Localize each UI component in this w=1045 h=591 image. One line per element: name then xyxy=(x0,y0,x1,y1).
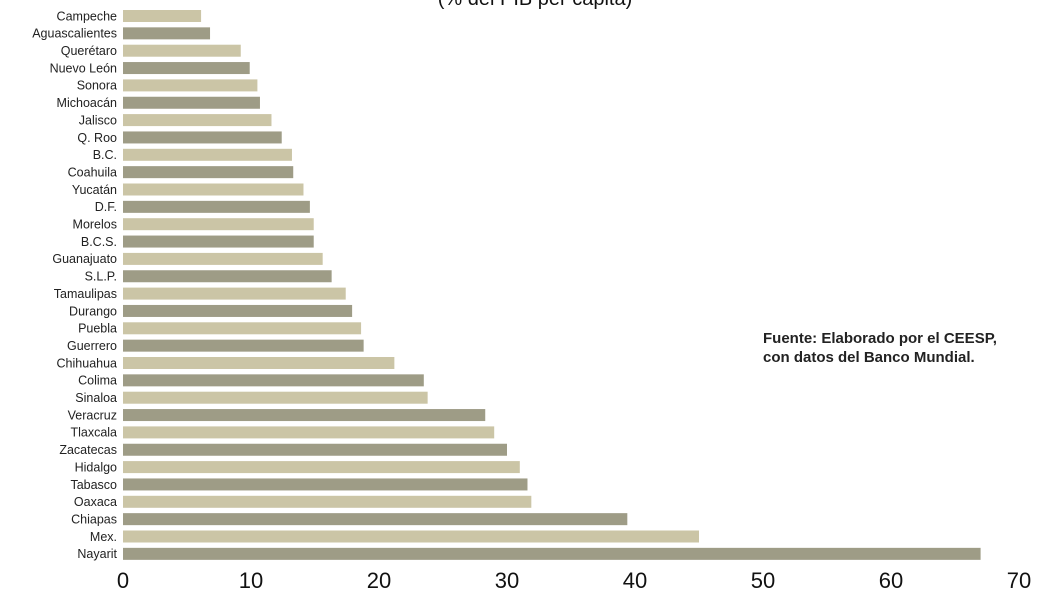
bar-campeche xyxy=(123,10,202,22)
bar-aguascalientes xyxy=(123,27,211,40)
bar-coahuila xyxy=(123,166,294,179)
bar-morelos xyxy=(123,218,314,231)
category-label: Guerrero xyxy=(67,339,117,353)
category-label: Durango xyxy=(69,304,117,318)
category-label: Tlaxcala xyxy=(70,426,117,440)
x-tick-label: 50 xyxy=(751,568,775,591)
bar-tamaulipas xyxy=(123,287,346,300)
bar-chiapas xyxy=(123,513,628,526)
category-label: Puebla xyxy=(78,322,117,336)
bar-veracruz xyxy=(123,409,486,422)
bar-sinaloa xyxy=(123,391,428,404)
source-line-2: con datos del Banco Mundial. xyxy=(763,349,975,366)
category-label: S.L.P. xyxy=(85,270,117,284)
bar-jalisco xyxy=(123,114,272,127)
source-note: Fuente: Elaborado por el CEESP, con dato… xyxy=(763,329,997,367)
category-label: Tamaulipas xyxy=(54,287,117,301)
category-label: Querétaro xyxy=(61,44,117,58)
bar-s-l-p xyxy=(123,270,332,283)
x-tick-label: 70 xyxy=(1007,568,1031,591)
bar-d-f xyxy=(123,200,310,213)
category-label: Aguascalientes xyxy=(32,27,117,41)
x-tick-label: 20 xyxy=(367,568,391,591)
category-label: Sonora xyxy=(77,79,117,93)
bar-oaxaca xyxy=(123,495,532,508)
category-label: Chihuahua xyxy=(57,356,118,370)
category-label: Campeche xyxy=(57,9,117,23)
category-label: Guanajuato xyxy=(52,252,117,266)
bar-nuevo-le-n xyxy=(123,62,250,75)
x-tick-label: 0 xyxy=(117,568,129,591)
category-label: D.F. xyxy=(95,200,117,214)
category-label: Chiapas xyxy=(71,512,117,526)
bar-tlaxcala xyxy=(123,426,495,439)
category-label: Colima xyxy=(78,374,117,388)
bar-durango xyxy=(123,304,353,317)
x-tick-label: 60 xyxy=(879,568,903,591)
x-tick-label: 40 xyxy=(623,568,647,591)
bar-zacatecas xyxy=(123,443,507,456)
category-label: Tabasco xyxy=(70,478,117,492)
category-label: Oaxaca xyxy=(74,495,117,509)
bar-tabasco xyxy=(123,478,528,491)
bar-b-c-s xyxy=(123,235,314,248)
bar-yucat-n xyxy=(123,183,304,196)
x-tick-label: 10 xyxy=(239,568,263,591)
bar-puebla xyxy=(123,322,362,335)
category-label: Nuevo León xyxy=(50,61,117,75)
category-label: Michoacán xyxy=(57,96,117,110)
category-label: Morelos xyxy=(73,218,117,232)
bar-chihuahua xyxy=(123,357,395,369)
category-label: Zacatecas xyxy=(59,443,117,457)
bar-sonora xyxy=(123,79,258,92)
category-label: Nayarit xyxy=(77,547,117,561)
bar-hidalgo xyxy=(123,461,520,474)
x-tick-label: 30 xyxy=(495,568,519,591)
category-label: Jalisco xyxy=(79,113,117,127)
chart-title: (% del PIB per cápita) xyxy=(380,0,690,11)
category-label: B.C. xyxy=(93,148,117,162)
category-label: B.C.S. xyxy=(81,235,117,249)
category-label: Yucatán xyxy=(72,183,117,197)
bar-nayarit xyxy=(123,547,981,560)
category-label: Mex. xyxy=(90,530,117,544)
bar-michoac-n xyxy=(123,96,260,109)
bar-quer-taro xyxy=(123,44,241,57)
bar-q-roo xyxy=(123,131,282,144)
category-label: Sinaloa xyxy=(75,391,117,405)
bar-guanajuato xyxy=(123,252,323,265)
category-label: Q. Roo xyxy=(77,131,117,145)
category-label: Hidalgo xyxy=(75,460,117,474)
category-label: Veracruz xyxy=(68,408,117,422)
bar-b-c xyxy=(123,148,292,161)
category-label: Coahuila xyxy=(68,165,117,179)
bar-colima xyxy=(123,374,424,387)
bar-mex xyxy=(123,530,699,543)
source-line-1: Fuente: Elaborado por el CEESP, xyxy=(763,330,997,347)
bar-guerrero xyxy=(123,339,364,352)
